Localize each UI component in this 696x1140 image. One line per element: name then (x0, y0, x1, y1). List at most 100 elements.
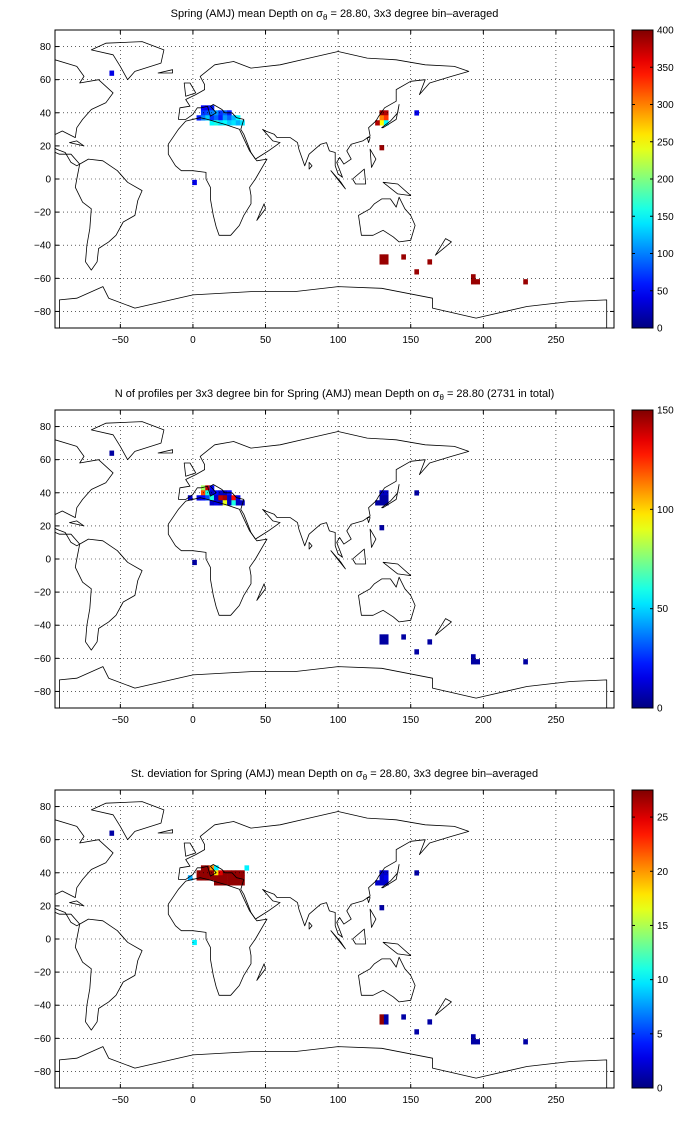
title-subscript: θ (323, 13, 328, 22)
colorbar-tick-label: 350 (657, 63, 674, 74)
data-cell (187, 495, 193, 501)
data-cell (470, 274, 476, 280)
data-cell (414, 1029, 420, 1035)
coastline (183, 82, 197, 97)
data-cell (213, 115, 219, 121)
data-cell (209, 115, 215, 121)
coastline (157, 449, 174, 454)
y-tick-label: 80 (40, 42, 52, 53)
y-tick-label: 40 (40, 488, 52, 499)
x-tick-label: 0 (190, 1095, 196, 1106)
y-tick-label: −60 (34, 1034, 51, 1045)
data-cell (375, 500, 380, 506)
data-cell (231, 115, 237, 121)
coastline (55, 439, 114, 547)
data-cell (240, 870, 245, 876)
y-tick-label: −40 (34, 241, 51, 252)
coastline (69, 520, 85, 527)
data-cell (222, 115, 228, 121)
title-sigma: σ (433, 388, 440, 400)
coastline (59, 286, 608, 328)
plot-content (55, 790, 614, 1088)
colorbar-tick-label: 0 (657, 324, 663, 335)
data-cell (109, 450, 115, 456)
coastline (177, 51, 470, 178)
coastline (369, 528, 377, 548)
data-cell (379, 115, 385, 121)
y-tick-label: −40 (34, 621, 51, 632)
data-cell (379, 870, 385, 876)
data-cell (383, 875, 389, 881)
data-cell (200, 115, 206, 121)
data-cell (231, 495, 237, 501)
coastline (382, 181, 412, 197)
coastline (157, 829, 174, 834)
data-cell (379, 254, 385, 260)
data-cell (227, 880, 232, 886)
x-tick-label: 100 (330, 1095, 347, 1106)
data-cell (109, 70, 115, 76)
data-cell (200, 875, 206, 881)
y-tick-label: 60 (40, 455, 52, 466)
title-subscript: θ (363, 773, 368, 782)
colorbar-tick-label: 20 (657, 867, 669, 878)
colorbar-tick-label: 250 (657, 137, 674, 148)
y-tick-label: 60 (40, 75, 52, 86)
coastline (382, 561, 412, 576)
y-tick-label: 80 (40, 802, 52, 813)
data-cell (209, 120, 215, 126)
data-cell (218, 110, 223, 116)
title-text: N of profiles per 3x3 degree bin for Spr… (115, 388, 433, 400)
data-cell (383, 495, 389, 501)
coastline (167, 117, 268, 236)
chart-title: Spring (AMJ) mean Depth on σθ = 28.80, 3… (171, 8, 499, 22)
data-cell (200, 105, 206, 111)
data-cell (383, 880, 389, 886)
coastline (308, 922, 313, 930)
title-text: Spring (AMJ) mean Depth on (171, 8, 317, 20)
data-cell (379, 875, 385, 881)
data-cell (375, 120, 380, 126)
coastline (183, 842, 197, 857)
coastline (183, 462, 197, 477)
data-cell (470, 1034, 476, 1040)
coastline (366, 137, 371, 144)
plot-area (55, 30, 614, 328)
coastline (366, 517, 371, 523)
data-cell (227, 120, 232, 126)
title-sigma: σ (316, 8, 323, 20)
data-cell (213, 495, 219, 501)
data-cell (379, 490, 385, 496)
data-cell (227, 495, 232, 501)
data-cell (222, 120, 228, 126)
data-cell (379, 1014, 385, 1020)
x-tick-label: 0 (190, 335, 196, 346)
x-tick-label: 250 (548, 1095, 565, 1106)
coastline (366, 897, 371, 903)
plot-area (55, 410, 614, 708)
data-cell (235, 880, 241, 886)
data-cell (470, 279, 476, 285)
coastline (434, 618, 452, 636)
colorbar-tick-label: 200 (657, 175, 674, 186)
coastline (90, 41, 165, 81)
data-cell (523, 279, 528, 285)
x-tick-label: −50 (112, 715, 129, 726)
y-tick-label: −80 (34, 687, 51, 698)
data-cell (218, 875, 223, 881)
data-cell (196, 870, 202, 876)
colorbar-tick-label: 5 (657, 1029, 663, 1040)
data-cell (213, 865, 219, 871)
data-cell (218, 495, 223, 501)
data-cell (244, 865, 250, 871)
data-cell (383, 870, 389, 876)
x-tick-label: −50 (112, 335, 129, 346)
data-cell (227, 875, 232, 881)
x-tick-label: 50 (260, 715, 272, 726)
colorbar (631, 789, 654, 1089)
coastline (358, 196, 416, 243)
coastline (330, 170, 346, 190)
colorbar (631, 409, 654, 709)
data-cell (383, 120, 389, 126)
data-cell (231, 120, 237, 126)
